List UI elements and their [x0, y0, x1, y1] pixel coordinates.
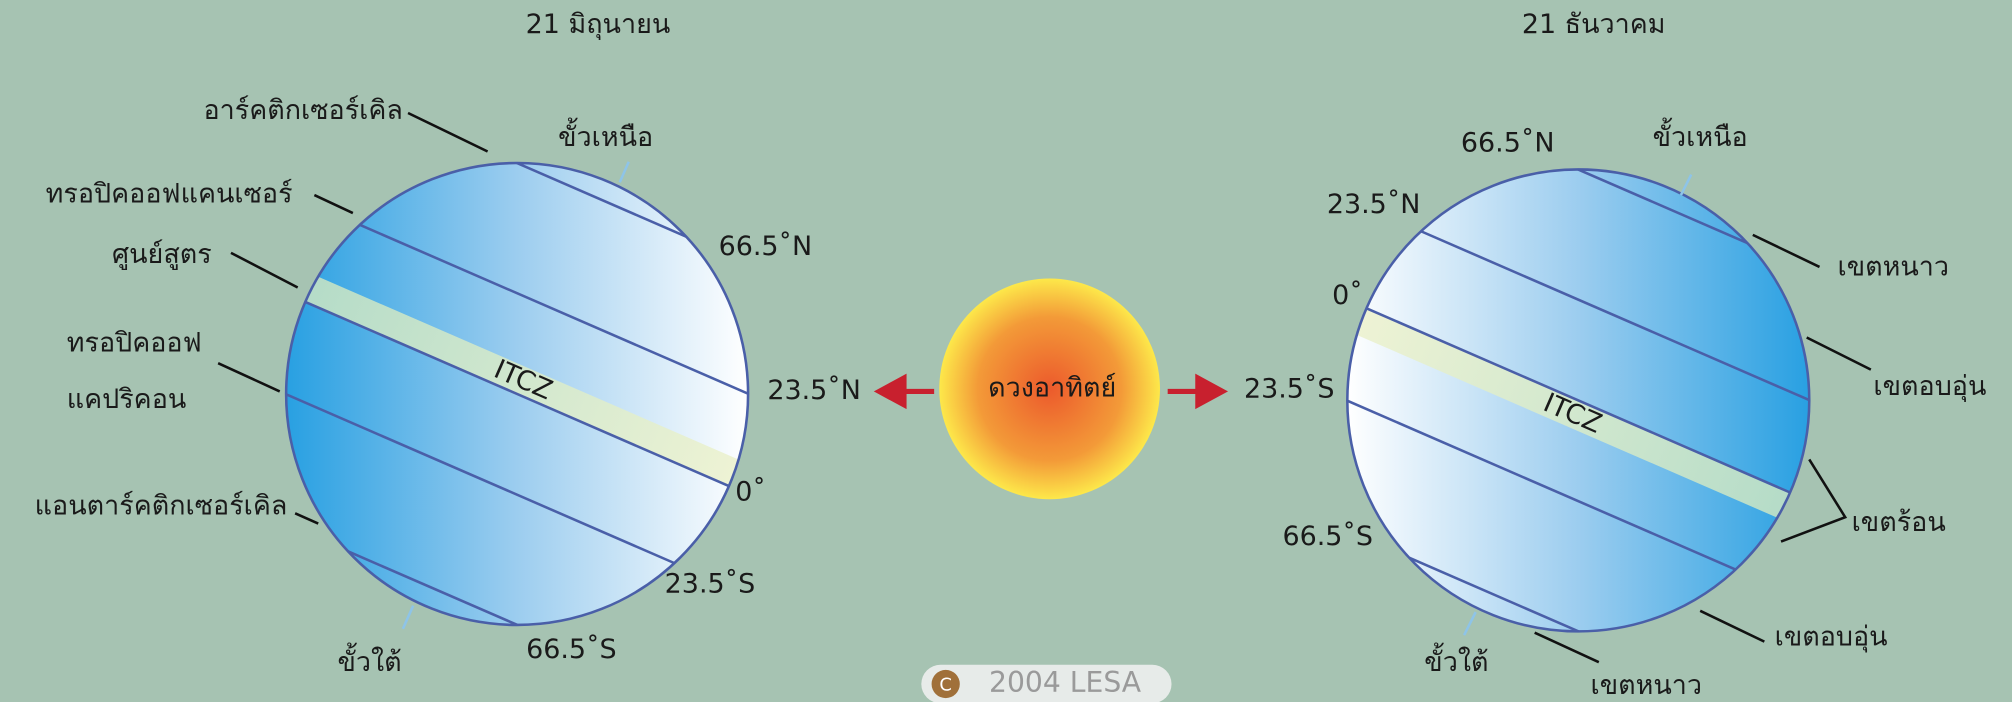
title: 21 ธันวาคม: [1522, 9, 1666, 40]
itcz-band: [1355, 308, 1791, 519]
zone: เขตอบอุ่น: [1873, 371, 1986, 402]
zone: เขตอบอุ่น: [1775, 621, 1888, 652]
label: แคปริคอน: [67, 384, 187, 415]
zone: เขตร้อน: [1852, 507, 1946, 538]
latitude: 23.5˚S: [1244, 374, 1335, 405]
latitude: 23.5˚N: [767, 375, 861, 406]
label: ทรอปิคออฟ: [67, 327, 202, 358]
latitude: 23.5˚N: [1327, 189, 1421, 220]
latitude: 0˚: [1332, 280, 1363, 311]
copyright: C 2004 LESA: [921, 664, 1172, 702]
globe-june: ITCZ: [284, 161, 750, 627]
itcz-band: [305, 275, 741, 487]
copyright-symbol: C: [939, 674, 952, 695]
globe-december: ITCZ: [1346, 168, 1811, 633]
arrows: [873, 373, 1229, 410]
label: ขั้วเหนือ: [558, 117, 653, 153]
latitude: 66.5˚N: [1461, 127, 1555, 158]
label: ทรอปิคออฟแคนเซอร์: [46, 179, 293, 210]
label: แอนตาร์คติกเซอร์เคิล: [35, 490, 288, 521]
sun-label: ดวงอาทิตย์: [988, 372, 1116, 403]
label: ศูนย์สูตร: [112, 239, 212, 270]
zone: เขตหนาว: [1591, 670, 1703, 701]
label: ขั้วใต้: [337, 642, 401, 678]
label: อาร์คติกเซอร์เคิล: [203, 95, 402, 126]
latitude: 0˚: [735, 476, 766, 507]
latitude: 23.5˚S: [665, 569, 756, 600]
zone: เขตหนาว: [1837, 252, 1949, 283]
sun: [939, 278, 1160, 500]
title: 21 มิถุนายน: [526, 9, 671, 40]
latitude: 66.5˚N: [719, 231, 813, 262]
latitude: 66.5˚S: [1282, 521, 1373, 552]
label: ขั้วเหนือ: [1653, 117, 1748, 153]
copyright-text: 2004 LESA: [989, 666, 1142, 699]
label: ขั้วใต้: [1424, 642, 1488, 678]
latitude: 66.5˚S: [526, 634, 617, 665]
